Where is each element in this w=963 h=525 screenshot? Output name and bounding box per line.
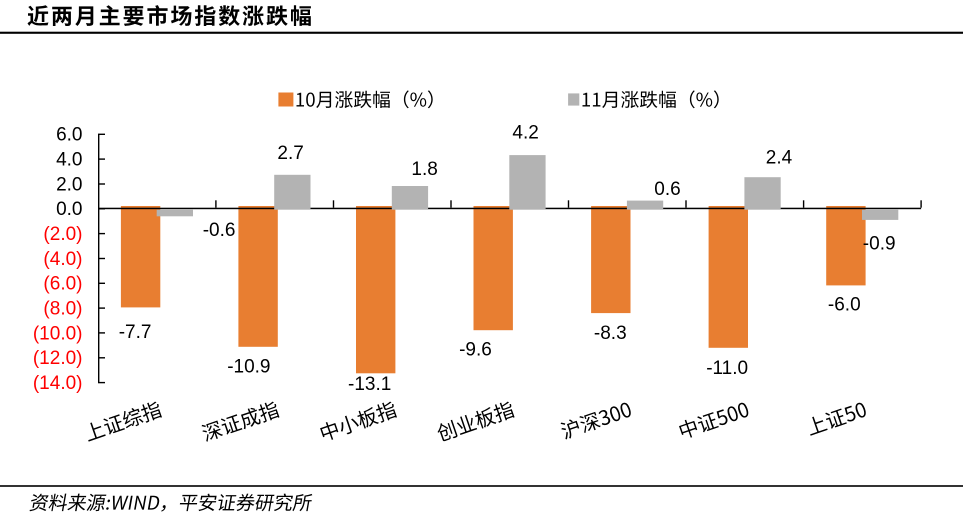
svg-text:4.2: 4.2 bbox=[512, 123, 538, 144]
svg-text:-10.9: -10.9 bbox=[227, 357, 270, 378]
svg-text:(8.0): (8.0) bbox=[43, 299, 82, 320]
svg-text:(4.0): (4.0) bbox=[43, 249, 82, 270]
svg-text:-9.6: -9.6 bbox=[459, 339, 492, 360]
svg-text:-11.0: -11.0 bbox=[706, 358, 748, 379]
svg-text:0.0: 0.0 bbox=[56, 199, 82, 220]
svg-text:(14.0): (14.0) bbox=[33, 373, 83, 394]
svg-text:-6.0: -6.0 bbox=[828, 295, 861, 316]
svg-text:4.0: 4.0 bbox=[56, 150, 82, 171]
svg-text:(12.0): (12.0) bbox=[33, 348, 83, 369]
svg-text:-0.9: -0.9 bbox=[863, 233, 896, 254]
svg-text:2.0: 2.0 bbox=[56, 174, 82, 195]
svg-text:-7.7: -7.7 bbox=[119, 322, 152, 343]
svg-text:6.0: 6.0 bbox=[56, 125, 82, 146]
svg-text:0.6: 0.6 bbox=[654, 179, 680, 200]
svg-text:-8.3: -8.3 bbox=[594, 323, 627, 344]
svg-text:1.8: 1.8 bbox=[411, 159, 437, 180]
svg-text:(6.0): (6.0) bbox=[43, 274, 82, 295]
svg-text:-13.1: -13.1 bbox=[348, 374, 391, 395]
svg-text:(2.0): (2.0) bbox=[43, 224, 82, 245]
svg-text:-0.6: -0.6 bbox=[203, 220, 236, 241]
svg-text:2.4: 2.4 bbox=[766, 147, 793, 168]
svg-text:(10.0): (10.0) bbox=[33, 323, 83, 344]
svg-text:2.7: 2.7 bbox=[277, 143, 303, 164]
